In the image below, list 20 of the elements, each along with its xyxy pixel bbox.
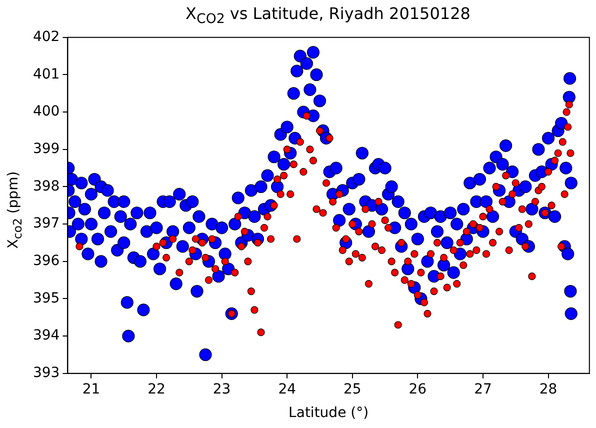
y-tick-label: 393	[32, 365, 60, 382]
y-tick-label: 401	[32, 66, 60, 82]
y-tick-label: 402	[32, 29, 60, 46]
y-tick-label: 394	[32, 328, 60, 344]
x-tick-label: 23	[212, 381, 231, 398]
x-tick-label: 22	[148, 381, 166, 398]
y-tick-label: 395	[32, 290, 60, 306]
y-tick-label: 396	[32, 253, 60, 270]
x-tick-label: 25	[343, 381, 362, 398]
x-tick-label: 28	[539, 381, 558, 398]
y-tick-label: 397	[32, 216, 60, 232]
x-tick-label: 24	[278, 381, 296, 398]
y-tick-label: 398	[32, 178, 60, 194]
x-tick-label: 21	[82, 381, 100, 398]
y-tick-label: 400	[32, 104, 60, 120]
x-axis-title: Latitude (°)	[288, 405, 369, 422]
x-tick-label: 26	[408, 381, 427, 398]
y-tick-label: 399	[32, 141, 60, 158]
chart-title: X$_{CO2}$ vs Latitude, Riyadh 20150128	[184, 4, 472, 28]
x-tick-label: 27	[474, 381, 492, 398]
